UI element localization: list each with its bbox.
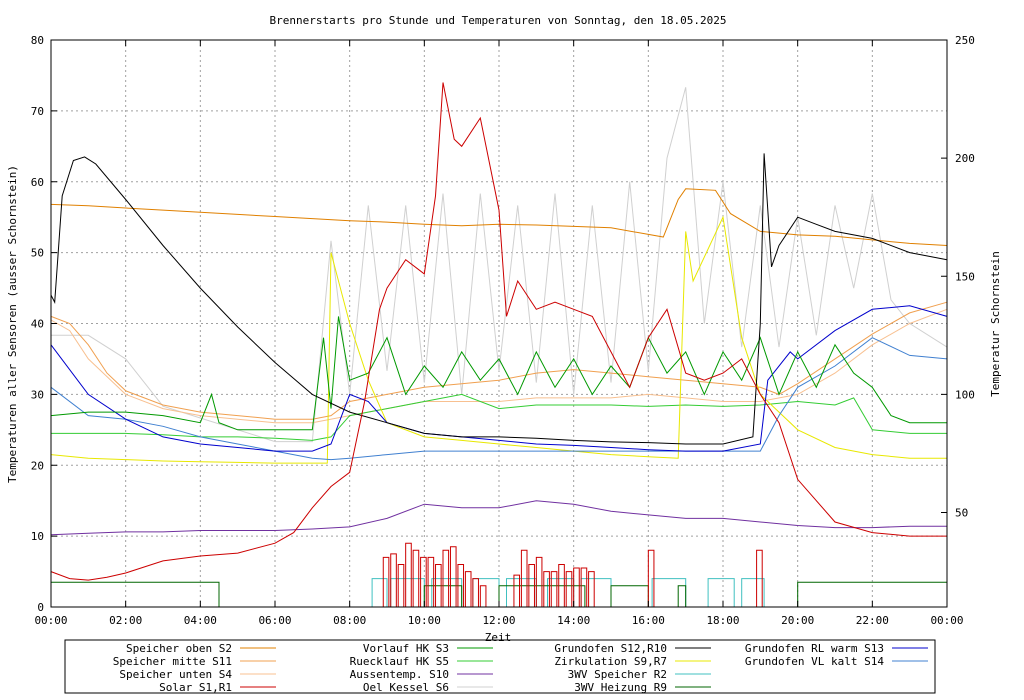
y-tick-label: 20 [31, 459, 44, 472]
x-tick-label: 10:00 [408, 614, 441, 627]
x-tick-label: 00:00 [34, 614, 67, 627]
series-line-grundofen [50, 337, 948, 461]
burner-start-bar [588, 571, 595, 607]
legend-label: Vorlauf HK S3 [363, 642, 449, 655]
legend-label: Speicher mitte S11 [113, 655, 232, 668]
burner-start-bar [472, 578, 479, 607]
burner-start-bar [390, 553, 397, 607]
burner-start-bar [513, 574, 521, 607]
x-tick-label: 08:00 [333, 614, 366, 627]
y-tick-label: 50 [31, 247, 44, 260]
y-axis-ticks: 0 10 20 30 40 50 60 70 80 [31, 34, 57, 614]
series-line-grundofen [50, 153, 948, 445]
legend-label: Grundofen RL warm S13 [745, 642, 884, 655]
x-tick-label: 22:00 [856, 614, 889, 627]
x-tick-label: 00:00 [930, 614, 963, 627]
series-line-aussentemp. [50, 500, 947, 536]
burner-start-bar [520, 549, 528, 607]
legend-label: Solar S1,R1 [159, 681, 232, 694]
y2-tick-label: 250 [955, 34, 975, 47]
burner-start-bar [528, 563, 535, 607]
burner-start-bar [535, 556, 543, 607]
legend-label: Zirkulation S9,R7 [554, 655, 667, 668]
x-tick-label: 04:00 [184, 614, 217, 627]
series-line-oel [51, 87, 948, 443]
legend-label: Speicher oben S2 [126, 642, 232, 655]
y-tick-label: 0 [37, 601, 44, 614]
burner-start-bar [442, 549, 450, 607]
series-line-solar [50, 82, 947, 581]
legend-label: 3WV Speicher R2 [568, 668, 667, 681]
burner-start-bar [464, 571, 472, 607]
y-tick-label: 30 [31, 388, 44, 401]
x-axis-label: Zeit [485, 631, 512, 644]
burner-start-bar [573, 567, 580, 607]
burner-start-bar [647, 549, 655, 607]
series-line-speicher [50, 188, 948, 246]
burner-start-bar [479, 585, 487, 607]
legend-label: Grundofen S12,R10 [554, 642, 667, 655]
x-tick-label: 20:00 [781, 614, 814, 627]
burner-start-bar [420, 556, 427, 607]
y-tick-label: 80 [31, 34, 44, 47]
series-line-grundofen [50, 305, 948, 452]
legend-label: 3WV Heizung R9 [574, 681, 667, 694]
grid-lines [51, 40, 947, 607]
x-tick-label: 12:00 [482, 614, 515, 627]
x-tick-label: 02:00 [109, 614, 142, 627]
y-tick-label: 60 [31, 176, 44, 189]
series-line-speicher [50, 301, 948, 420]
x-tick-label: 14:00 [557, 614, 590, 627]
legend-box [64, 639, 936, 694]
x-tick-label: 06:00 [258, 614, 291, 627]
chart-title: Brennerstarts pro Stunde und Temperature… [270, 14, 727, 27]
burner-start-bar [405, 542, 412, 607]
x-tick-label: 16:00 [632, 614, 665, 627]
x-axis-ticks: 00:00 02:00 04:00 06:00 08:00 10:00 12:00 14:00… [34, 40, 964, 627]
burner-start-bar [580, 567, 588, 607]
legend-label: Aussentemp. S10 [350, 668, 449, 681]
legend-label: Grundofen VL kalt S14 [745, 655, 884, 668]
y2-tick-label: 100 [955, 388, 975, 401]
burner-start-bar [550, 571, 558, 607]
burner-start-bar [558, 563, 565, 607]
burner-start-bar [543, 571, 550, 607]
y2-tick-label: 150 [955, 270, 975, 283]
x-tick-label: 18:00 [706, 614, 739, 627]
y2-tick-label: 200 [955, 152, 975, 165]
burner-start-bar [435, 563, 442, 607]
y-axis-label: Temperaturen aller Sensoren (ausser Scho… [6, 165, 19, 483]
y-tick-label: 70 [31, 105, 44, 118]
series-line-3wv [371, 578, 765, 608]
y2-axis-label: Temperatur Schornstein [989, 251, 1002, 397]
burner-start-bar [756, 549, 763, 607]
y2-tick-label: 50 [955, 507, 968, 520]
y-tick-label: 40 [31, 318, 44, 331]
burner-start-bar [449, 546, 457, 607]
burner-start-bar [412, 549, 420, 607]
burner-start-bar [382, 556, 390, 607]
burner-start-bar [457, 563, 465, 607]
legend-label: Oel Kessel S6 [363, 681, 449, 694]
y-tick-label: 10 [31, 530, 44, 543]
legend-label: Speicher unten S4 [119, 668, 232, 681]
series-line-vorlauf [50, 316, 947, 431]
y2-axis-ticks: 50 100 150 200 250 [941, 34, 975, 520]
series-line-ruecklauf [51, 393, 947, 441]
burner-start-bar [427, 556, 435, 607]
burner-start-bar [565, 571, 573, 607]
burner-start-bar [397, 563, 405, 607]
legend-label: Ruecklauf HK S5 [350, 655, 449, 668]
